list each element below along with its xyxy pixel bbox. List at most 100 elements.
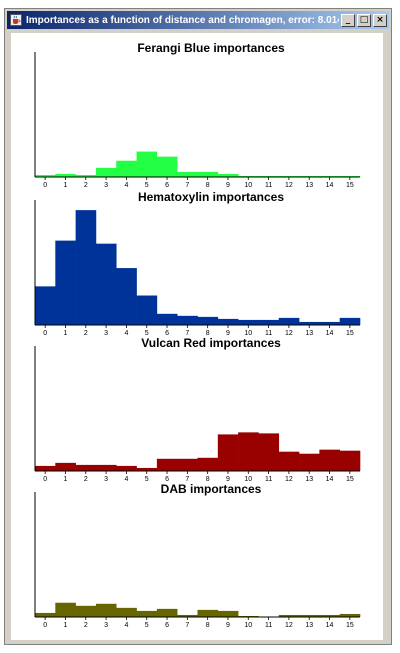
x-tick-label: 2: [84, 622, 88, 629]
x-tick-label: 10: [244, 476, 252, 483]
bar: [116, 268, 137, 325]
title-bar[interactable]: Importances as a function of distance an…: [7, 11, 389, 29]
close-button[interactable]: ×: [373, 13, 387, 27]
minimize-button[interactable]: _: [341, 13, 355, 27]
x-tick-label: 15: [346, 476, 354, 483]
x-tick-label: 12: [285, 622, 293, 629]
bar: [116, 160, 137, 177]
x-tick-label: 5: [145, 330, 149, 337]
x-tick-label: 15: [346, 330, 354, 337]
bar: [217, 173, 239, 177]
bar: [278, 317, 300, 325]
bar: [136, 151, 158, 177]
x-tick-label: 5: [145, 476, 149, 483]
bar: [197, 609, 219, 617]
bar: [177, 171, 198, 177]
chart-area: Ferangi Blue importances 0 1 2 3 4 5 6 7 8 9 10 11 12…: [11, 33, 383, 640]
x-tick-label: 14: [326, 622, 334, 629]
bar: [95, 464, 117, 471]
bar: [55, 462, 76, 471]
x-tick-label: 13: [305, 476, 313, 483]
bar: [75, 464, 97, 471]
bar: [319, 321, 340, 325]
bar: [339, 613, 361, 617]
x-tick-label: 15: [346, 182, 354, 189]
bar: [197, 316, 219, 325]
chart-title: Vulcan Red importances: [141, 336, 281, 350]
x-tick-label: 8: [206, 622, 210, 629]
bar: [217, 434, 239, 471]
x-tick-label: 9: [226, 622, 230, 629]
x-tick-label: 7: [185, 476, 189, 483]
bar: [35, 286, 56, 325]
x-tick-label: 2: [84, 476, 88, 483]
x-tick-label: 7: [185, 182, 189, 189]
bar: [156, 313, 178, 325]
bar: [238, 319, 259, 325]
bar: [278, 451, 300, 471]
x-tick-label: 1: [64, 622, 68, 629]
x-tick-label: 13: [305, 182, 313, 189]
bar: [258, 319, 280, 325]
x-tick-label: 4: [124, 182, 128, 189]
x-tick-label: 11: [265, 330, 272, 337]
x-tick-label: 12: [285, 182, 293, 189]
bar: [177, 614, 198, 617]
x-tick-label: 1: [64, 476, 68, 483]
x-tick-label: 6: [165, 476, 169, 483]
bar: [75, 210, 97, 325]
bar: [156, 608, 178, 617]
bar: [238, 432, 259, 471]
app-window: Importances as a function of distance an…: [4, 8, 392, 645]
x-tick-label: 3: [104, 622, 108, 629]
window-title: Importances as a function of distance an…: [26, 14, 339, 26]
x-tick-label: 5: [145, 182, 149, 189]
x-tick-label: 0: [43, 622, 47, 629]
bar: [278, 614, 300, 617]
x-tick-label: 4: [124, 476, 128, 483]
x-tick-label: 9: [226, 330, 230, 337]
maximize-button[interactable]: □: [357, 13, 371, 27]
x-tick-label: 11: [265, 476, 272, 483]
bar: [95, 167, 117, 177]
bar: [339, 450, 361, 471]
x-tick-label: 3: [104, 330, 108, 337]
bar: [319, 449, 340, 471]
x-tick-label: 8: [206, 330, 210, 337]
x-tick-label: 2: [84, 182, 88, 189]
x-tick-label: 3: [104, 476, 108, 483]
java-coffee-icon[interactable]: [10, 14, 22, 26]
x-tick-label: 5: [145, 622, 149, 629]
bar: [299, 453, 320, 471]
bar: [136, 295, 158, 325]
bar: [177, 315, 198, 325]
x-tick-label: 6: [165, 182, 169, 189]
bar: [319, 175, 340, 177]
chart-title: Ferangi Blue importances: [137, 41, 285, 55]
x-tick-label: 1: [64, 330, 68, 337]
bar: [238, 175, 259, 177]
x-tick-label: 4: [124, 330, 128, 337]
x-tick-label: 14: [326, 330, 334, 337]
x-tick-label: 4: [124, 622, 128, 629]
x-tick-label: 8: [206, 476, 210, 483]
bar: [35, 174, 56, 177]
bar: [136, 610, 158, 617]
bar: [278, 175, 300, 177]
bar: [95, 243, 117, 325]
bar: [299, 321, 320, 325]
bar: [35, 612, 56, 617]
bar: [299, 614, 320, 617]
bar: [35, 465, 56, 471]
bar: [258, 433, 280, 471]
x-tick-label: 13: [305, 330, 313, 337]
bar: [299, 175, 320, 177]
bar: [116, 465, 137, 471]
x-tick-label: 6: [165, 622, 169, 629]
bar: [339, 175, 361, 177]
x-tick-label: 9: [226, 476, 230, 483]
x-tick-label: 9: [226, 182, 230, 189]
